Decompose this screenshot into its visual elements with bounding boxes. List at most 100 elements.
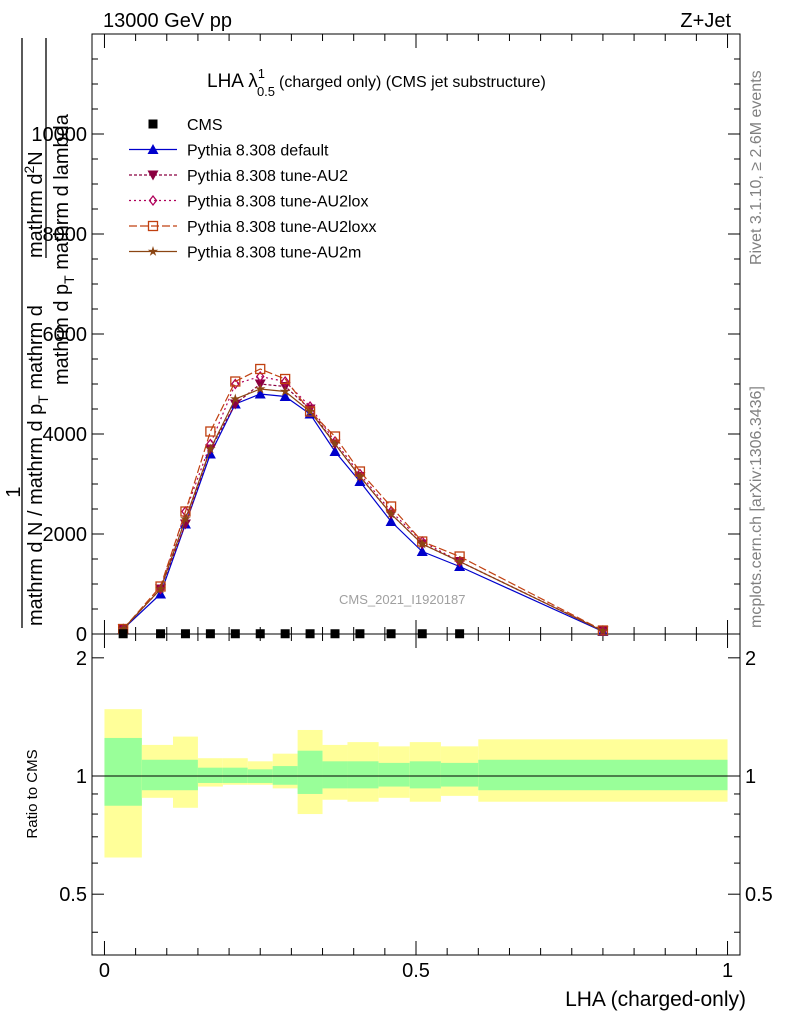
y-tick-label: 4000 — [43, 424, 88, 446]
series-point — [230, 376, 241, 387]
ratio-tick-label-right: 0.5 — [745, 884, 773, 906]
x-tick-label: 1 — [722, 960, 733, 982]
series-point — [454, 556, 465, 566]
ratio-band-inner — [409, 761, 441, 789]
cms-data-point — [118, 629, 128, 639]
series-point — [255, 370, 265, 383]
header-right: Z+Jet — [680, 10, 731, 32]
y-label-num2-tail: mathrm d lambda — [51, 113, 73, 275]
header-left: 13000 GeV pp — [103, 10, 232, 32]
series-line — [122, 388, 604, 632]
rivet-version-label: Rivet 3.1.10, ≥ 2.6M events — [748, 70, 765, 265]
title-sub: 0.5 — [257, 84, 275, 99]
y-tick-label: 0 — [76, 624, 87, 646]
cms-data-point — [455, 629, 465, 639]
series-point — [280, 373, 291, 385]
legend-marker — [147, 246, 159, 256]
ratio-band-inner — [478, 759, 728, 791]
ratio-tick-label-left: 2 — [76, 648, 87, 670]
ratio-tick-label-right: 1 — [745, 766, 756, 788]
y-tick-label: 6000 — [43, 324, 88, 346]
legend-label: Pythia 8.308 default — [187, 143, 329, 160]
ratio-tick-label-right: 2 — [745, 648, 756, 670]
cms-data-point — [180, 629, 190, 639]
series-point — [416, 546, 428, 556]
series-point — [329, 446, 341, 456]
y-label-num2-main: mathrm d p — [51, 284, 73, 385]
series-point — [597, 625, 609, 636]
series-point — [354, 471, 366, 481]
ratio-band-inner — [173, 759, 198, 791]
y-label-num1: mathrm d — [25, 174, 47, 258]
y-label-denominator: mathrm d N / mathrm d pT mathrm d — [25, 305, 51, 626]
cms-data-point — [230, 629, 240, 639]
cms-data-point — [355, 629, 365, 639]
ratio-band-inner — [104, 737, 142, 806]
series-point — [254, 388, 266, 399]
ratio-band-inner — [347, 761, 379, 789]
legend-label: Pythia 8.308 tune-AU2m — [187, 245, 361, 262]
x-ticks: 0 0.5 1 — [99, 34, 733, 982]
y-label-num2-sub: T — [61, 275, 77, 284]
main-y-ticks: 0 2000 4000 6000 8000 10000 — [31, 33, 740, 646]
y-label-den-tail: mathrm d — [25, 305, 47, 395]
title-sup: 1 — [258, 66, 265, 81]
title-prefix: LHA λ — [207, 71, 258, 92]
series-point — [229, 399, 241, 410]
series-point — [280, 375, 290, 388]
cms-data-point — [205, 629, 215, 639]
y-axis-label: 1 mathrm d N / mathrm d pT mathrm d math… — [3, 38, 77, 628]
series-point — [155, 583, 166, 594]
cms-data-point — [417, 629, 427, 639]
cms-data-point — [330, 629, 340, 639]
cms-data-point — [386, 629, 396, 639]
y-label-one: 1 — [3, 486, 25, 497]
ratio-band-inner — [222, 767, 248, 783]
title-suffix: (charged only) (CMS jet substructure) — [279, 74, 546, 91]
series-point — [230, 378, 240, 390]
ratio-band-inner — [272, 766, 298, 785]
x-tick-label: 0.5 — [402, 960, 430, 982]
series-point — [279, 391, 291, 401]
cms-data-points — [118, 629, 465, 639]
y-label-num2: mathrm d pT mathrm d lambda — [51, 113, 77, 385]
plot-title: LHA λ1 0.5 (charged only) (CMS jet substru… — [207, 66, 546, 99]
legend-marker — [147, 220, 159, 232]
y-label-den-sub: T — [35, 395, 51, 404]
series-point — [304, 406, 316, 416]
ratio-band-inner — [197, 767, 223, 783]
cms-data-point — [156, 629, 166, 639]
legend-marker — [147, 144, 159, 154]
y-tick-label: 2000 — [43, 524, 88, 546]
legend-marker — [148, 119, 158, 129]
series-point — [329, 438, 341, 449]
series-line — [122, 368, 604, 632]
series-point — [385, 508, 397, 519]
ratio-bands — [104, 709, 728, 858]
legend-marker — [148, 194, 158, 207]
series-point — [205, 426, 216, 437]
legend-label: Pythia 8.308 tune-AU2 — [187, 168, 348, 185]
y-label-den-main: mathrm d N / mathrm d p — [25, 404, 47, 626]
legend: CMS Pythia 8.308 default Pythia 8.308 tune… — [129, 117, 376, 262]
legend-label: CMS — [187, 117, 223, 134]
cms-data-point — [280, 629, 290, 639]
series-point — [255, 363, 266, 375]
ratio-y-ticks: 0.5 0.5 1 1 2 2 — [59, 648, 773, 933]
series-point — [255, 383, 266, 394]
ratio-y-axis-label: Ratio to CMS — [24, 749, 41, 838]
ratio-tick-label-left: 1 — [76, 766, 87, 788]
series-point — [385, 516, 397, 526]
series-point — [117, 623, 129, 634]
legend-label: Pythia 8.308 tune-AU2loxx — [187, 219, 376, 236]
series-point — [230, 393, 241, 404]
legend-label: Pythia 8.308 tune-AU2lox — [187, 194, 368, 211]
ratio-band-inner — [322, 761, 348, 789]
cms-data-point — [255, 629, 265, 639]
series-point — [417, 538, 428, 549]
series-point — [205, 443, 216, 454]
x-axis-label: LHA (charged-only) — [565, 988, 746, 1011]
series-point — [279, 386, 291, 396]
legend-marker — [147, 170, 159, 181]
